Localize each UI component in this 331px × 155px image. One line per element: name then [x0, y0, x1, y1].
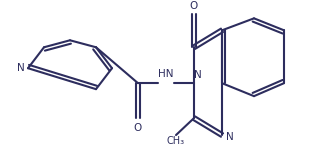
Text: HN: HN — [158, 69, 174, 79]
Text: N: N — [17, 63, 25, 73]
Text: CH₃: CH₃ — [167, 136, 185, 146]
Text: O: O — [190, 1, 198, 11]
Text: O: O — [134, 123, 142, 133]
Text: N: N — [194, 70, 202, 80]
Text: N: N — [226, 132, 234, 142]
